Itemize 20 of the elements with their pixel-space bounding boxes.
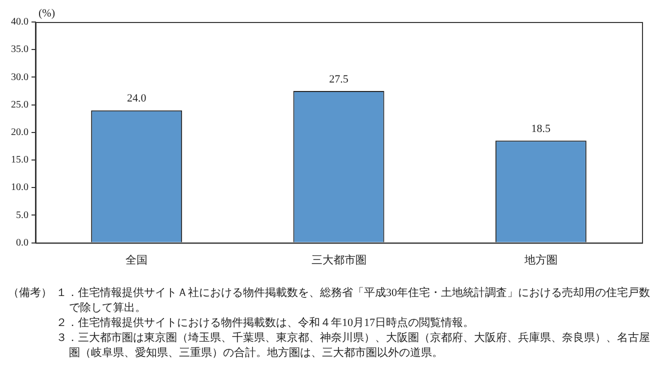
y-tick-label: 15.0 [11,154,28,166]
x-tick-label: 地方圏 [523,253,558,266]
x-tick-label: 全国 [126,254,148,266]
y-tick-label: 30.0 [11,72,28,83]
data-label: 24.0 [126,92,147,105]
x-tick-label: 三大都市圏 [311,253,366,266]
y-tick-label: 20.0 [11,127,28,138]
text: （備考） [8,286,52,301]
data-label: 18.5 [531,123,552,136]
y-tick-label: 10.0 [11,182,28,194]
text: １．住宅情報提供サイトＡ社における物件掲載数を、総務省「平成30年住宅・土地統計調査」における売却用の住宅戸数で除して算出。 [56,286,651,316]
text: ３．三大都市圏は東京圏（埼玉県、千葉県、東京都、神奈川県）、大阪圏（京都府、大阪府、兵庫県、奈良県）、名古屋圏（岐阜県、愛知県、三重県）の合計。地方圏は、三大都市圏以外の道県。 [56,331,651,361]
y-axis-title: (%) [38,7,56,20]
y-tick-label: 35.0 [11,44,28,56]
y-tick-label: 40.0 [11,16,28,28]
data-label: 27.5 [329,73,349,86]
y-tick-label: 25.0 [11,99,28,110]
text: ２．住宅情報提供サイトにおける物件掲載数は、令和４年10月17日時点の閲覧情報。 [56,316,475,331]
y-tick-label: 5.0 [16,210,28,221]
y-tick-label: 0.0 [16,237,28,248]
